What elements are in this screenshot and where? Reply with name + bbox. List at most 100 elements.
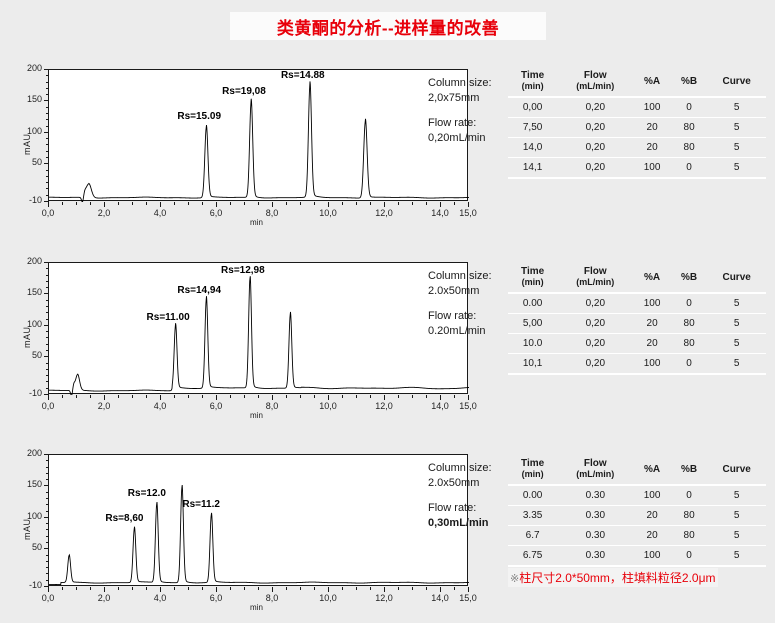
y-minor-tick [46,131,49,133]
table-header-row: Time (min) Flow (mL/min) %A %B Curve [508,68,766,98]
y-minor-tick [46,516,49,518]
table-cell: 0 [670,545,708,567]
x-minor-tick [286,587,287,590]
table-cell: 5 [707,313,766,334]
x-minor-tick [300,587,301,590]
x-minor-tick [314,395,315,398]
table-cell: 0 [670,485,708,506]
table-cell: 100 [633,293,671,314]
x-minor-tick [48,587,49,590]
x-minor-tick [384,202,385,205]
table-row: 10,1 0,20 100 0 5 [508,353,766,375]
y-minor-tick [46,498,49,499]
y-minor-tick [46,485,49,487]
y-minor-tick [46,356,49,358]
table-row: 3.35 0.30 20 80 5 [508,505,766,526]
flow-rate-label-3: Flow rate: [428,502,477,514]
table-cell: 5 [707,293,766,314]
conditions-2: Column size: 2.0x50mm Flow rate: 0.20mL/… [428,269,492,339]
table-cell: 14,0 [508,137,558,158]
y-minor-tick [46,157,49,158]
x-minor-tick [188,202,189,205]
x-minor-tick [202,587,203,590]
table-row: 0.00 0,20 100 0 5 [508,293,766,314]
y-axis-label-2: mAU [22,326,32,349]
table-row: 0.00 0.30 100 0 5 [508,485,766,506]
x-tick-label: 8,0 [265,401,279,411]
x-minor-tick [342,202,343,205]
x-minor-tick [426,202,427,205]
x-minor-tick [174,395,175,398]
col-flow: Flow (mL/min) [557,456,634,486]
x-minor-tick [62,202,63,205]
y-tick-label: 200 [26,256,42,266]
table-cell: 80 [670,333,708,354]
table-row: 10.0 0,20 20 80 5 [508,333,766,354]
table-cell: 20 [633,313,671,334]
flow-rate-label-1: Flow rate: [428,117,477,129]
x-minor-tick [62,587,63,590]
col-pct-a: %A [633,456,671,486]
x-minor-tick [398,395,399,398]
col-flow: Flow (mL/min) [557,264,634,294]
x-minor-tick [412,395,413,398]
y-tick-label: 150 [26,94,42,105]
table-cell: 20 [633,117,671,138]
table-cell: 14,1 [508,157,558,179]
x-minor-tick [62,395,63,398]
x-minor-tick [146,202,147,205]
table-cell: 5 [707,333,766,354]
plot-area-3 [48,454,469,586]
table-cell: 100 [633,97,671,118]
y-tick-label: -10 [28,195,42,205]
x-tick-label: 0,0 [41,208,55,218]
footnote-mark: ※ [510,573,520,585]
y-minor-tick [46,343,49,345]
x-tick-label: 4,0 [153,208,167,218]
x-tick-label: 0,0 [41,401,55,411]
table-cell: 0,00 [508,97,558,118]
y-tick-label: 100 [26,125,42,136]
page-title: 类黄酮的分析--进样量的改善 [276,18,500,38]
y-minor-tick [46,268,49,270]
plot-area-1 [48,69,469,202]
peak-label-2-1: Rs=14,94 [177,285,222,297]
y-minor-tick [46,491,49,493]
x-minor-tick [426,395,427,398]
conditions-3: Column size: 2.0x50mm Flow rate: 0,30mL/… [428,461,492,531]
flow-rate-value-2: 0.20mL/min [428,325,486,337]
y-minor-tick [46,299,49,301]
x-minor-tick [314,587,315,590]
table-cell: 0 [670,157,708,179]
table-cell: 0.00 [508,485,558,506]
col-pct-b: %B [670,264,708,294]
x-minor-tick [398,202,399,205]
x-minor-tick [398,587,399,590]
x-minor-tick [426,587,427,590]
x-minor-tick [356,587,357,590]
y-minor-tick [46,579,49,581]
table-cell: 5 [707,137,766,158]
gradient-table-1: Time (min) Flow (mL/min) %A %B Curve 0,00 0… [508,68,766,179]
x-tick-label: 4,0 [153,401,167,411]
x-minor-tick [188,587,189,590]
y-minor-tick [46,381,49,383]
y-minor-tick [46,262,49,263]
y-minor-tick [46,75,49,77]
y-minor-tick [46,287,49,289]
table-cell: 5 [707,525,766,546]
table-cell: 5 [707,485,766,506]
x-minor-tick [258,395,259,398]
table-cell: 0.30 [557,505,634,526]
flow-rate-value-1: 0,20mL/min [428,132,486,144]
y-tick-label: 50 [31,350,42,361]
table-cell: 80 [670,505,708,526]
peak-label-1-0: Rs=15.09 [177,111,222,123]
peak-label-3-1: Rs=12.0 [127,488,166,500]
x-minor-tick [188,395,189,398]
x-minor-tick [160,395,161,398]
y-minor-tick [46,504,49,506]
table-row: 14,1 0,20 100 0 5 [508,157,766,179]
table-cell: 100 [633,157,671,179]
